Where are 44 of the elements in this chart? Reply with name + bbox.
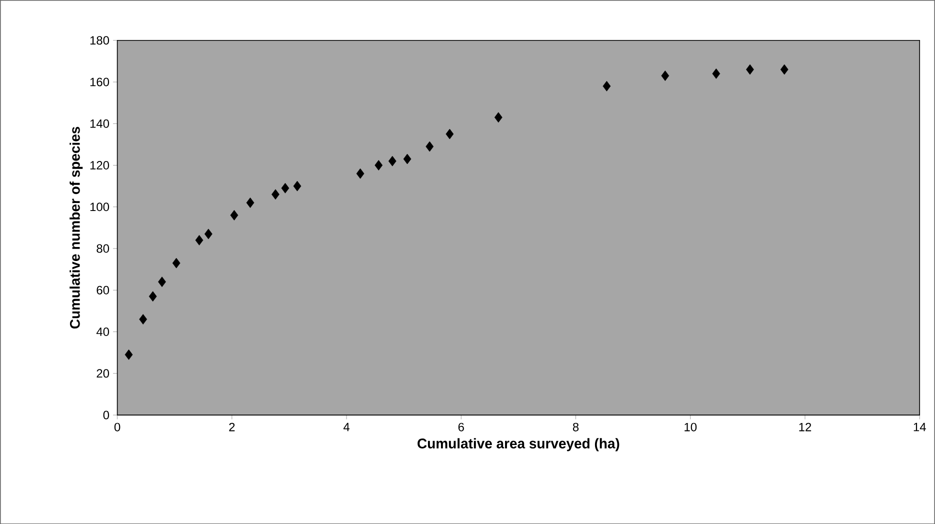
point	[124, 349, 133, 360]
point	[388, 156, 396, 166]
point	[746, 64, 754, 75]
point	[139, 314, 148, 324]
point	[494, 112, 502, 122]
point	[356, 168, 364, 179]
point	[172, 258, 180, 268]
point	[403, 154, 412, 164]
point	[780, 64, 788, 75]
x-tick-label: 12	[799, 422, 812, 432]
x-tick-label: 8	[572, 422, 579, 432]
point	[712, 68, 720, 79]
x-tick-label: 14	[914, 422, 926, 431]
point	[426, 141, 434, 152]
point	[204, 228, 212, 239]
y-tick-label: 40	[96, 327, 110, 336]
y-tick-label: 20	[96, 368, 110, 378]
point	[602, 80, 611, 92]
y-tick-label: 120	[90, 160, 110, 170]
point	[272, 189, 280, 200]
point	[195, 234, 204, 246]
point	[148, 291, 157, 302]
y-tick-label: 60	[96, 286, 110, 294]
y-axis-title: Cumulative number of species	[70, 126, 83, 328]
point	[158, 276, 166, 287]
x-tick-label: 2	[229, 422, 235, 432]
point	[446, 128, 454, 140]
x-tick-label: 0	[114, 422, 120, 432]
point	[661, 70, 670, 81]
point	[293, 180, 302, 192]
x-tick-label: 4	[343, 422, 350, 431]
y-tick-label: 100	[90, 202, 110, 211]
y-tick-label: 80	[96, 244, 110, 253]
point	[230, 210, 238, 220]
point	[281, 182, 290, 194]
point	[246, 197, 254, 208]
x-tick-label: 10	[684, 422, 697, 432]
y-tick-label: 0	[103, 410, 110, 420]
y-tick-label: 180	[90, 36, 110, 44]
y-tick-label: 140	[90, 119, 110, 128]
x-axis-title: Cumulative area surveyed (ha)	[418, 438, 620, 452]
y-tick-label: 160	[90, 78, 110, 86]
point	[374, 160, 383, 170]
x-tick-label: 6	[458, 422, 464, 432]
